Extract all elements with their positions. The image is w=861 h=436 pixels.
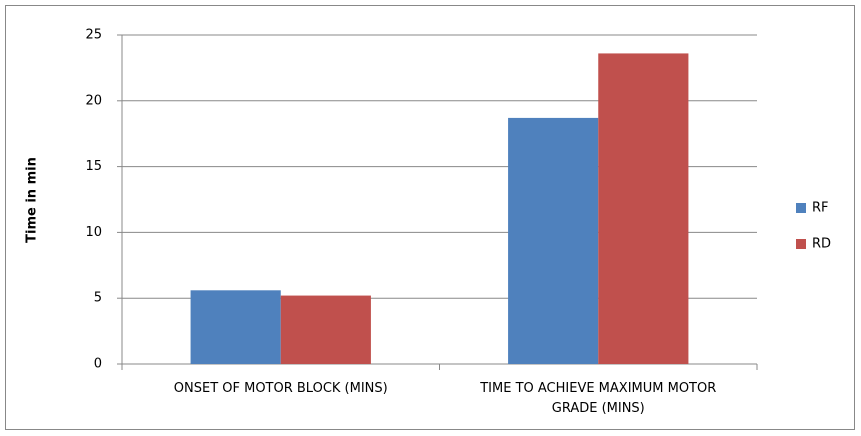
bar [508, 117, 599, 365]
bar [190, 290, 281, 364]
bar [598, 53, 689, 364]
chart-border [5, 5, 855, 430]
y-tick-label: 5 [94, 291, 102, 306]
legend-swatch [796, 203, 806, 213]
y-tick-label: 20 [85, 93, 102, 108]
x-tick-label: TIME TO ACHIEVE MAXIMUM MOTOR GRADE (MIN… [480, 381, 717, 416]
y-tick-label: 0 [94, 357, 102, 372]
y-tick-label: 25 [85, 28, 102, 43]
legend-label: RF [812, 201, 829, 216]
y-axis-title: Time in min [25, 157, 40, 243]
x-tick-label: ONSET OF MOTOR BLOCK (MINS) [173, 381, 388, 396]
legend-swatch [796, 239, 806, 249]
bar [280, 295, 371, 364]
legend-label: RD [812, 237, 831, 252]
y-tick-label: 15 [85, 159, 102, 174]
y-tick-label: 10 [85, 225, 102, 240]
